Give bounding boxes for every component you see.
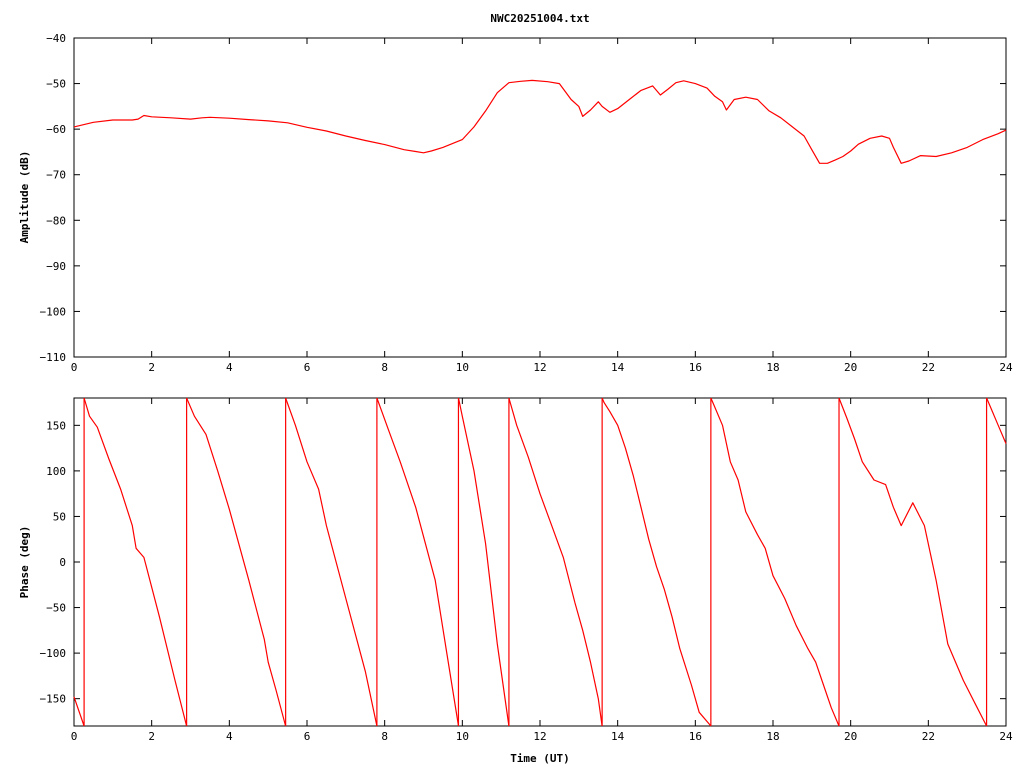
amplitude-x-tick-label: 16 <box>689 361 702 374</box>
amplitude-axis-label: Amplitude (dB) <box>18 151 31 244</box>
amplitude-x-tick-label: 18 <box>766 361 779 374</box>
phase-series-line <box>710 397 840 727</box>
phase-series-line <box>457 397 510 727</box>
phase-series-line <box>838 397 988 727</box>
phase-y-tick-label: 100 <box>46 465 66 478</box>
amplitude-plot-frame <box>73 37 1007 358</box>
amplitude-series <box>73 79 1007 164</box>
phase-plot-frame <box>73 397 1007 727</box>
phase-series-line <box>73 696 85 727</box>
amplitude-x-tick-label: 8 <box>381 361 388 374</box>
phase-y-tick-label: −50 <box>46 602 66 615</box>
phase-x-tick-label: 4 <box>226 730 233 743</box>
amplitude-y-tick-label: −40 <box>46 32 66 45</box>
amplitude-x-tick-label: 14 <box>611 361 625 374</box>
phase-series-line <box>376 397 460 727</box>
phase-y-tick-label: −150 <box>40 693 67 706</box>
amplitude-x-tick-label: 12 <box>533 361 546 374</box>
amplitude-y-tick-label: −60 <box>46 123 66 136</box>
phase-axis-label: Phase (deg) <box>18 526 31 599</box>
amplitude-y-tick-label: −90 <box>46 260 66 273</box>
phase-x-tick-label: 0 <box>71 730 78 743</box>
phase-axes: 0 2 4 6 8 10 12 14 16 18 20 22 24−150−100−5005010015… <box>40 398 1013 743</box>
chart-title: NWC20251004.txt <box>490 12 589 25</box>
phase-series-line <box>508 397 603 727</box>
phase-series-line <box>986 397 1007 444</box>
amplitude-y-tick-label: −70 <box>46 169 66 182</box>
phase-series-line <box>83 397 188 727</box>
amplitude-x-tick-label: 4 <box>226 361 233 374</box>
amplitude-x-tick-label: 6 <box>304 361 311 374</box>
amplitude-axes: 0 2 4 6 8 10 12 14 16 18 20 22 24−110−100−90−80−70−6… <box>40 32 1013 374</box>
phase-x-tick-label: 12 <box>533 730 546 743</box>
phase-series-line <box>601 397 712 727</box>
phase-y-tick-label: 150 <box>46 419 66 432</box>
amplitude-x-tick-label: 24 <box>999 361 1013 374</box>
amplitude-y-tick-label: −100 <box>40 305 67 318</box>
amplitude-x-tick-label: 10 <box>456 361 469 374</box>
phase-x-tick-label: 6 <box>304 730 311 743</box>
phase-y-tick-label: −100 <box>40 647 67 660</box>
phase-x-tick-label: 14 <box>611 730 625 743</box>
amplitude-x-tick-label: 2 <box>148 361 155 374</box>
phase-x-tick-label: 8 <box>381 730 388 743</box>
phase-x-tick-label: 22 <box>922 730 935 743</box>
amplitude-series-line <box>73 79 1007 164</box>
amplitude-y-tick-label: −110 <box>40 351 67 364</box>
phase-x-tick-label: 16 <box>689 730 702 743</box>
time-axis-label: Time (UT) <box>510 752 570 765</box>
amplitude-y-tick-label: −50 <box>46 78 66 91</box>
phase-series <box>73 397 1007 727</box>
phase-x-tick-label: 20 <box>844 730 857 743</box>
amplitude-x-tick-label: 22 <box>922 361 935 374</box>
phase-y-tick-label: 0 <box>59 556 66 569</box>
amplitude-x-tick-label: 0 <box>71 361 78 374</box>
phase-series-line <box>186 397 287 727</box>
amplitude-y-tick-label: −80 <box>46 214 66 227</box>
phase-x-tick-label: 18 <box>766 730 779 743</box>
phase-x-tick-label: 24 <box>999 730 1013 743</box>
phase-x-tick-label: 10 <box>456 730 469 743</box>
phase-series-line <box>285 397 378 727</box>
phase-x-tick-label: 2 <box>148 730 155 743</box>
amplitude-x-tick-label: 20 <box>844 361 857 374</box>
phase-y-tick-label: 50 <box>53 510 66 523</box>
